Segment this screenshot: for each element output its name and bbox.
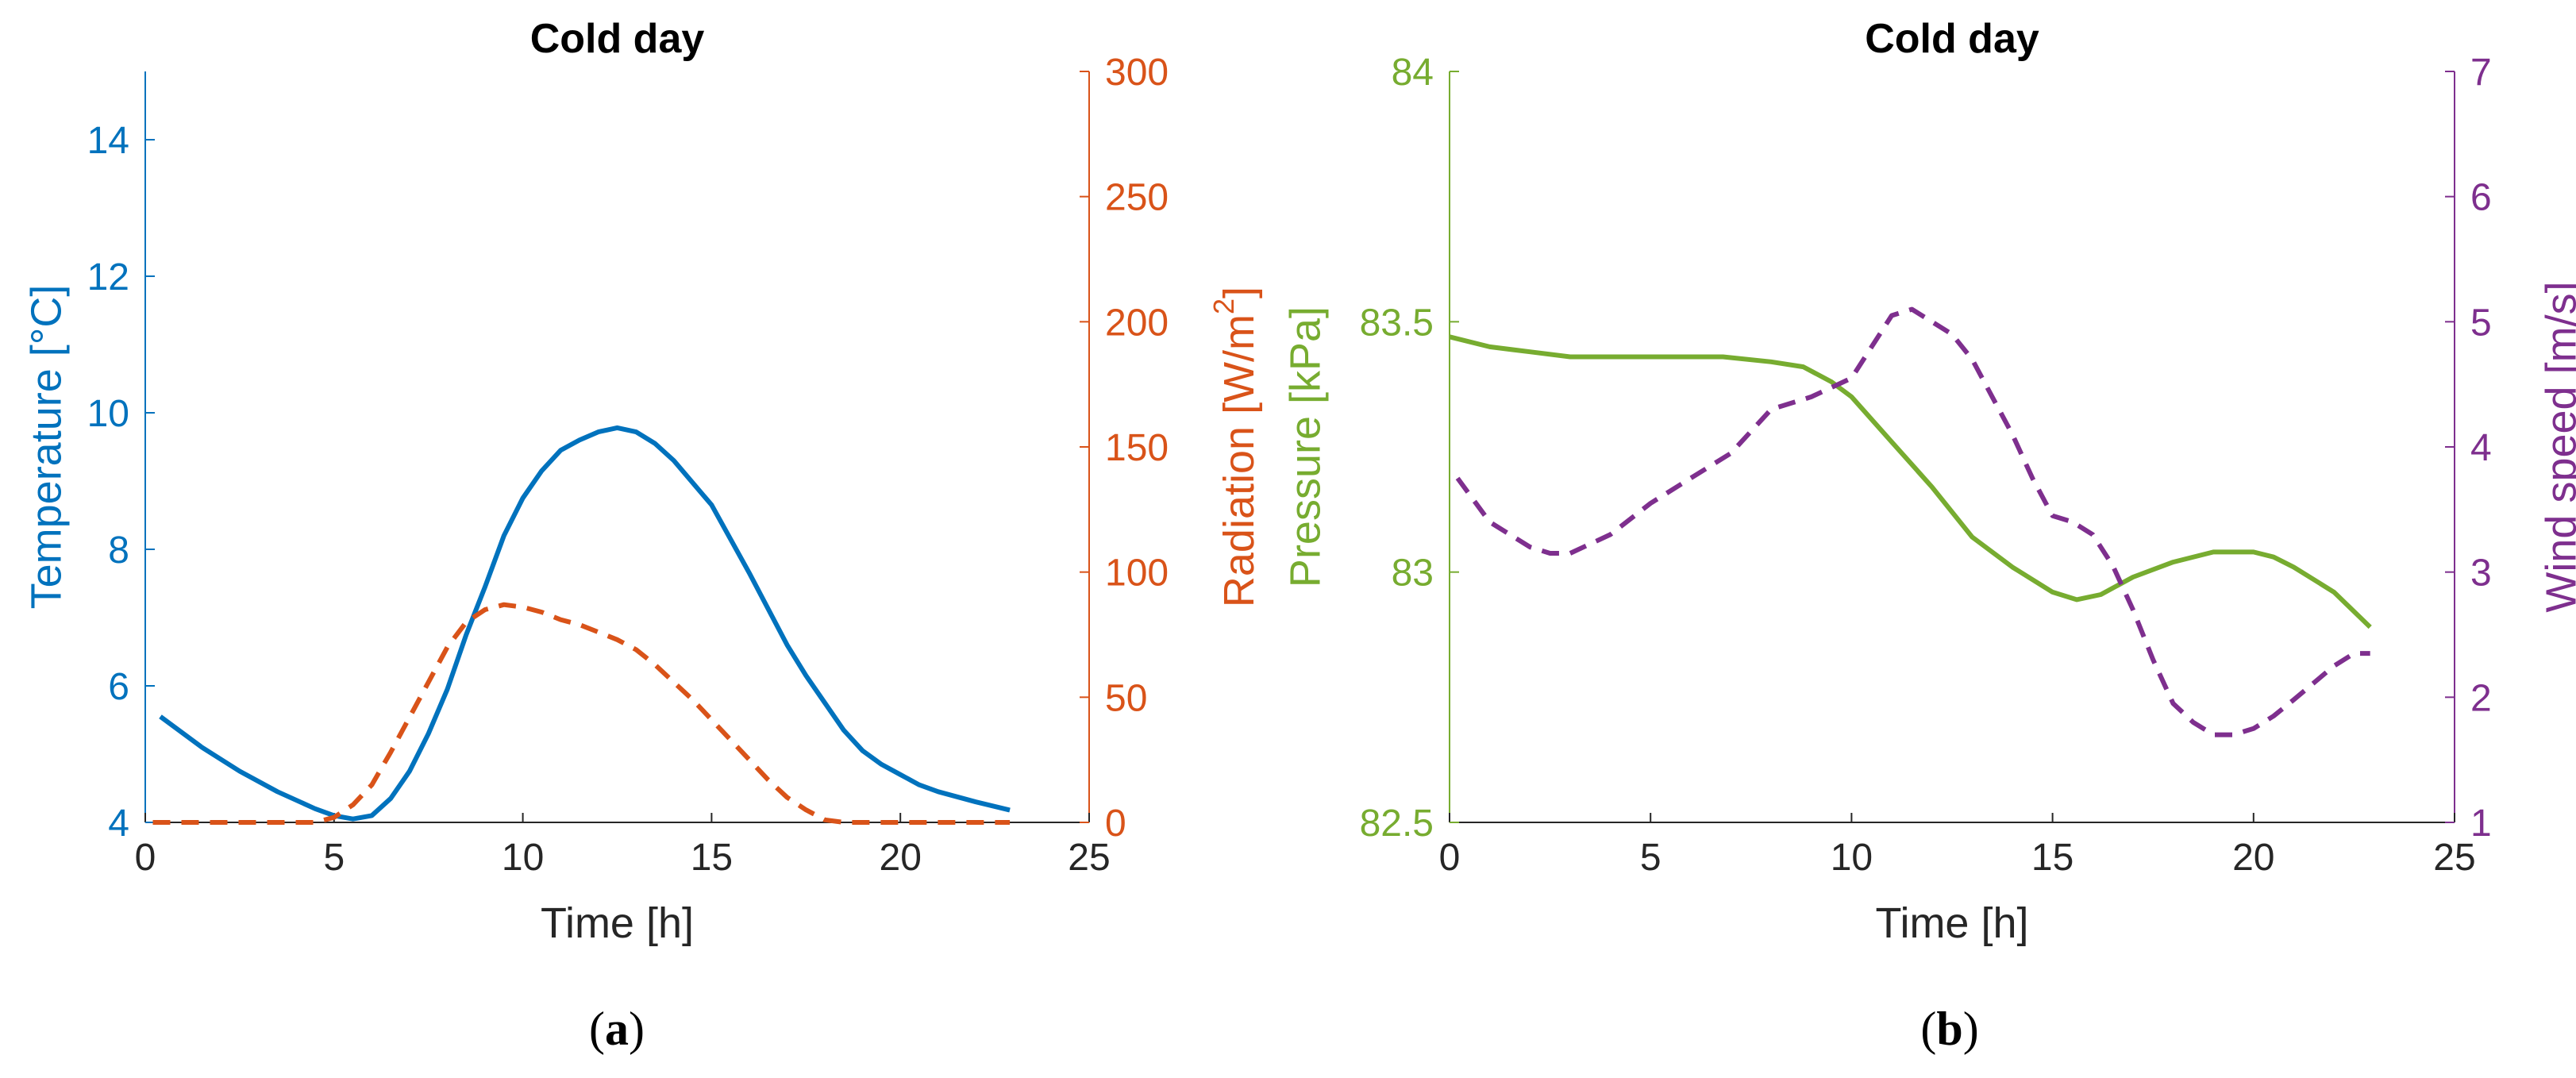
- series-line-temperature: [159, 425, 1011, 822]
- x-tick-label: 15: [691, 837, 733, 879]
- y-right-tick-label: 100: [1105, 552, 1169, 595]
- y-right-tick-label: 6: [2470, 177, 2492, 219]
- y-left-tick-label: 82.5: [1360, 803, 1434, 845]
- y-left-axis-label: Pressure [kPa]: [1281, 306, 1329, 587]
- y-left-tick-label: 12: [87, 256, 129, 298]
- series-line-wind: [1455, 306, 2370, 737]
- y-right-tick-label: 150: [1105, 427, 1169, 469]
- x-axis-label: Time [h]: [541, 899, 694, 947]
- x-tick-label: 5: [323, 837, 345, 879]
- x-tick-label: 20: [2232, 837, 2274, 879]
- y-left-tick-label: 14: [87, 120, 129, 162]
- x-tick-label: 0: [1439, 837, 1461, 879]
- y-right-tick-label: 250: [1105, 177, 1169, 219]
- y-left-tick-label: 84: [1392, 52, 1434, 94]
- y-right-axis-label: Radiation [W/m2]: [1207, 287, 1263, 607]
- y-right-tick-label: 1: [2470, 803, 2492, 845]
- y-right-axis-label: Wind speed [m/s]: [2537, 281, 2576, 612]
- panel-label-b: (b): [1920, 1003, 1979, 1055]
- y-left-axis-label: Temperature [°C]: [22, 285, 70, 610]
- y-right-tick-label: 300: [1105, 52, 1169, 94]
- chart-a: 0 5 10 15 20 25 4 6 8 10 12 14 0 50 100 150 200 250 300 Col…: [22, 16, 1263, 947]
- y-right-tick-label: 7: [2470, 52, 2492, 94]
- y-left-tick-label: 10: [87, 393, 129, 435]
- y-right-axis-label-sup: 2: [1207, 298, 1240, 314]
- x-tick-label: 10: [1831, 837, 1873, 879]
- y-right-tick-label: 200: [1105, 302, 1169, 344]
- y-left-tick-label: 4: [108, 803, 129, 845]
- y-right-axis-label-main: Radiation [W/m: [1215, 314, 1263, 607]
- series-line-pressure: [1449, 334, 2372, 629]
- y-right-tick-label: 4: [2470, 427, 2492, 469]
- y-left-tick-label: 83.5: [1360, 302, 1434, 344]
- y-right-tick-label: 2: [2470, 677, 2492, 719]
- y-right-tick-label: 50: [1105, 677, 1147, 719]
- x-tick-label: 5: [1640, 837, 1662, 879]
- x-tick-label: 25: [1068, 837, 1110, 879]
- x-tick-label: 10: [502, 837, 544, 879]
- y-right-axis-label-end: ]: [1215, 287, 1263, 298]
- chart-title: Cold day: [530, 16, 705, 62]
- chart-b: 0 5 10 15 20 25 82.5 83 83.5 84 1 2 3 4 5 6 7 Cold day Tim…: [1281, 16, 2576, 947]
- x-tick-label: 15: [2031, 837, 2074, 879]
- y-left-tick-label: 6: [108, 666, 129, 708]
- x-tick-label: 20: [880, 837, 922, 879]
- y-right-tick-label: 0: [1105, 803, 1126, 845]
- y-left-tick-label: 8: [108, 529, 129, 572]
- x-tick-label: 0: [135, 837, 156, 879]
- y-right-tick-label: 3: [2470, 552, 2492, 595]
- y-right-tick-label: 5: [2470, 302, 2492, 344]
- y-left-tick-label: 83: [1392, 552, 1434, 595]
- series-line-radiation: [152, 602, 1011, 825]
- panel-label-a: (a): [589, 1003, 645, 1055]
- chart-title: Cold day: [1865, 16, 2039, 62]
- x-tick-label: 25: [2433, 837, 2475, 879]
- x-axis-label: Time [h]: [1875, 899, 2028, 947]
